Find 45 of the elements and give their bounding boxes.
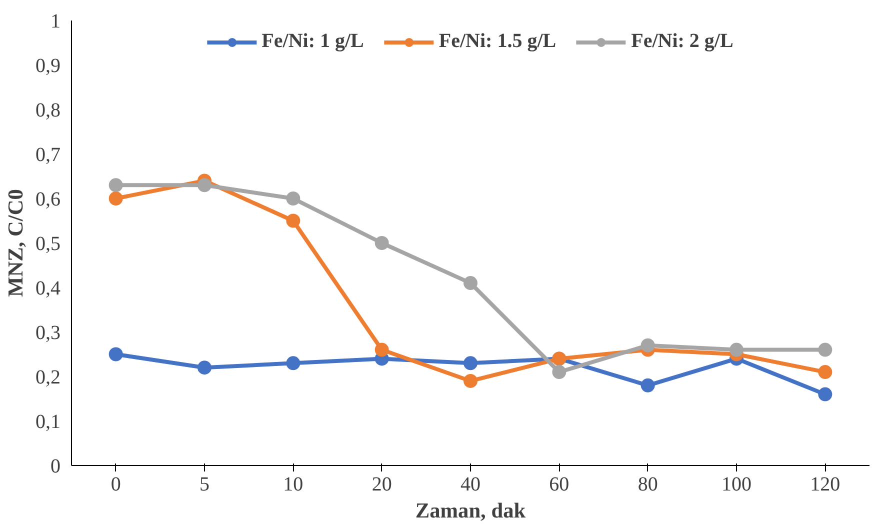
point (464, 276, 478, 290)
y-axis-title: MNZ, C/C0 (4, 189, 28, 297)
y-tick-label: 0,5 (36, 233, 60, 255)
y-tick-label: 0,9 (36, 55, 60, 77)
point (286, 356, 300, 370)
point (198, 178, 212, 192)
point (198, 360, 212, 375)
y-tick-label: 0,3 (36, 322, 60, 344)
point (374, 236, 389, 250)
point (818, 342, 832, 357)
point (818, 365, 832, 380)
point (730, 342, 744, 357)
point (640, 338, 655, 352)
point (374, 342, 389, 357)
y-tick-label: 0,7 (36, 144, 60, 166)
point (108, 347, 123, 362)
point (108, 192, 123, 206)
x-tick-label: 40 (460, 474, 480, 496)
y-tick-label: 0,2 (36, 366, 60, 388)
x-tick-label: 60 (549, 474, 570, 496)
x-axis-title: Zaman, dak (415, 498, 526, 522)
point (640, 378, 655, 392)
y-tick-label: 0,4 (36, 278, 60, 300)
y-tick-label: 0 (50, 456, 60, 478)
point (464, 374, 478, 388)
point (286, 214, 300, 228)
y-tick-label: 1 (50, 10, 60, 32)
y-tick-label: 0,8 (36, 100, 60, 122)
x-tick-label: 0 (110, 474, 121, 496)
point (286, 192, 300, 206)
y-tick-label: 0,1 (36, 411, 60, 433)
point (552, 365, 566, 380)
x-tick-label: 10 (283, 474, 304, 496)
legend-label: Fe/Ni: 1 g/L (262, 30, 364, 53)
x-tick-label: 5 (200, 474, 210, 496)
y-tick-label: 0,6 (36, 188, 60, 210)
x-tick-label: 20 (372, 474, 392, 496)
legend-label: Fe/Ni: 1.5 g/L (438, 30, 556, 53)
point (464, 356, 478, 370)
point (818, 387, 832, 402)
legend-label: Fe/Ni: 2 g/L (631, 30, 734, 53)
x-tick-label: 100 (722, 474, 752, 496)
x-tick-label: 80 (638, 474, 658, 496)
point (108, 178, 123, 192)
x-tick-label: 120 (810, 474, 840, 496)
